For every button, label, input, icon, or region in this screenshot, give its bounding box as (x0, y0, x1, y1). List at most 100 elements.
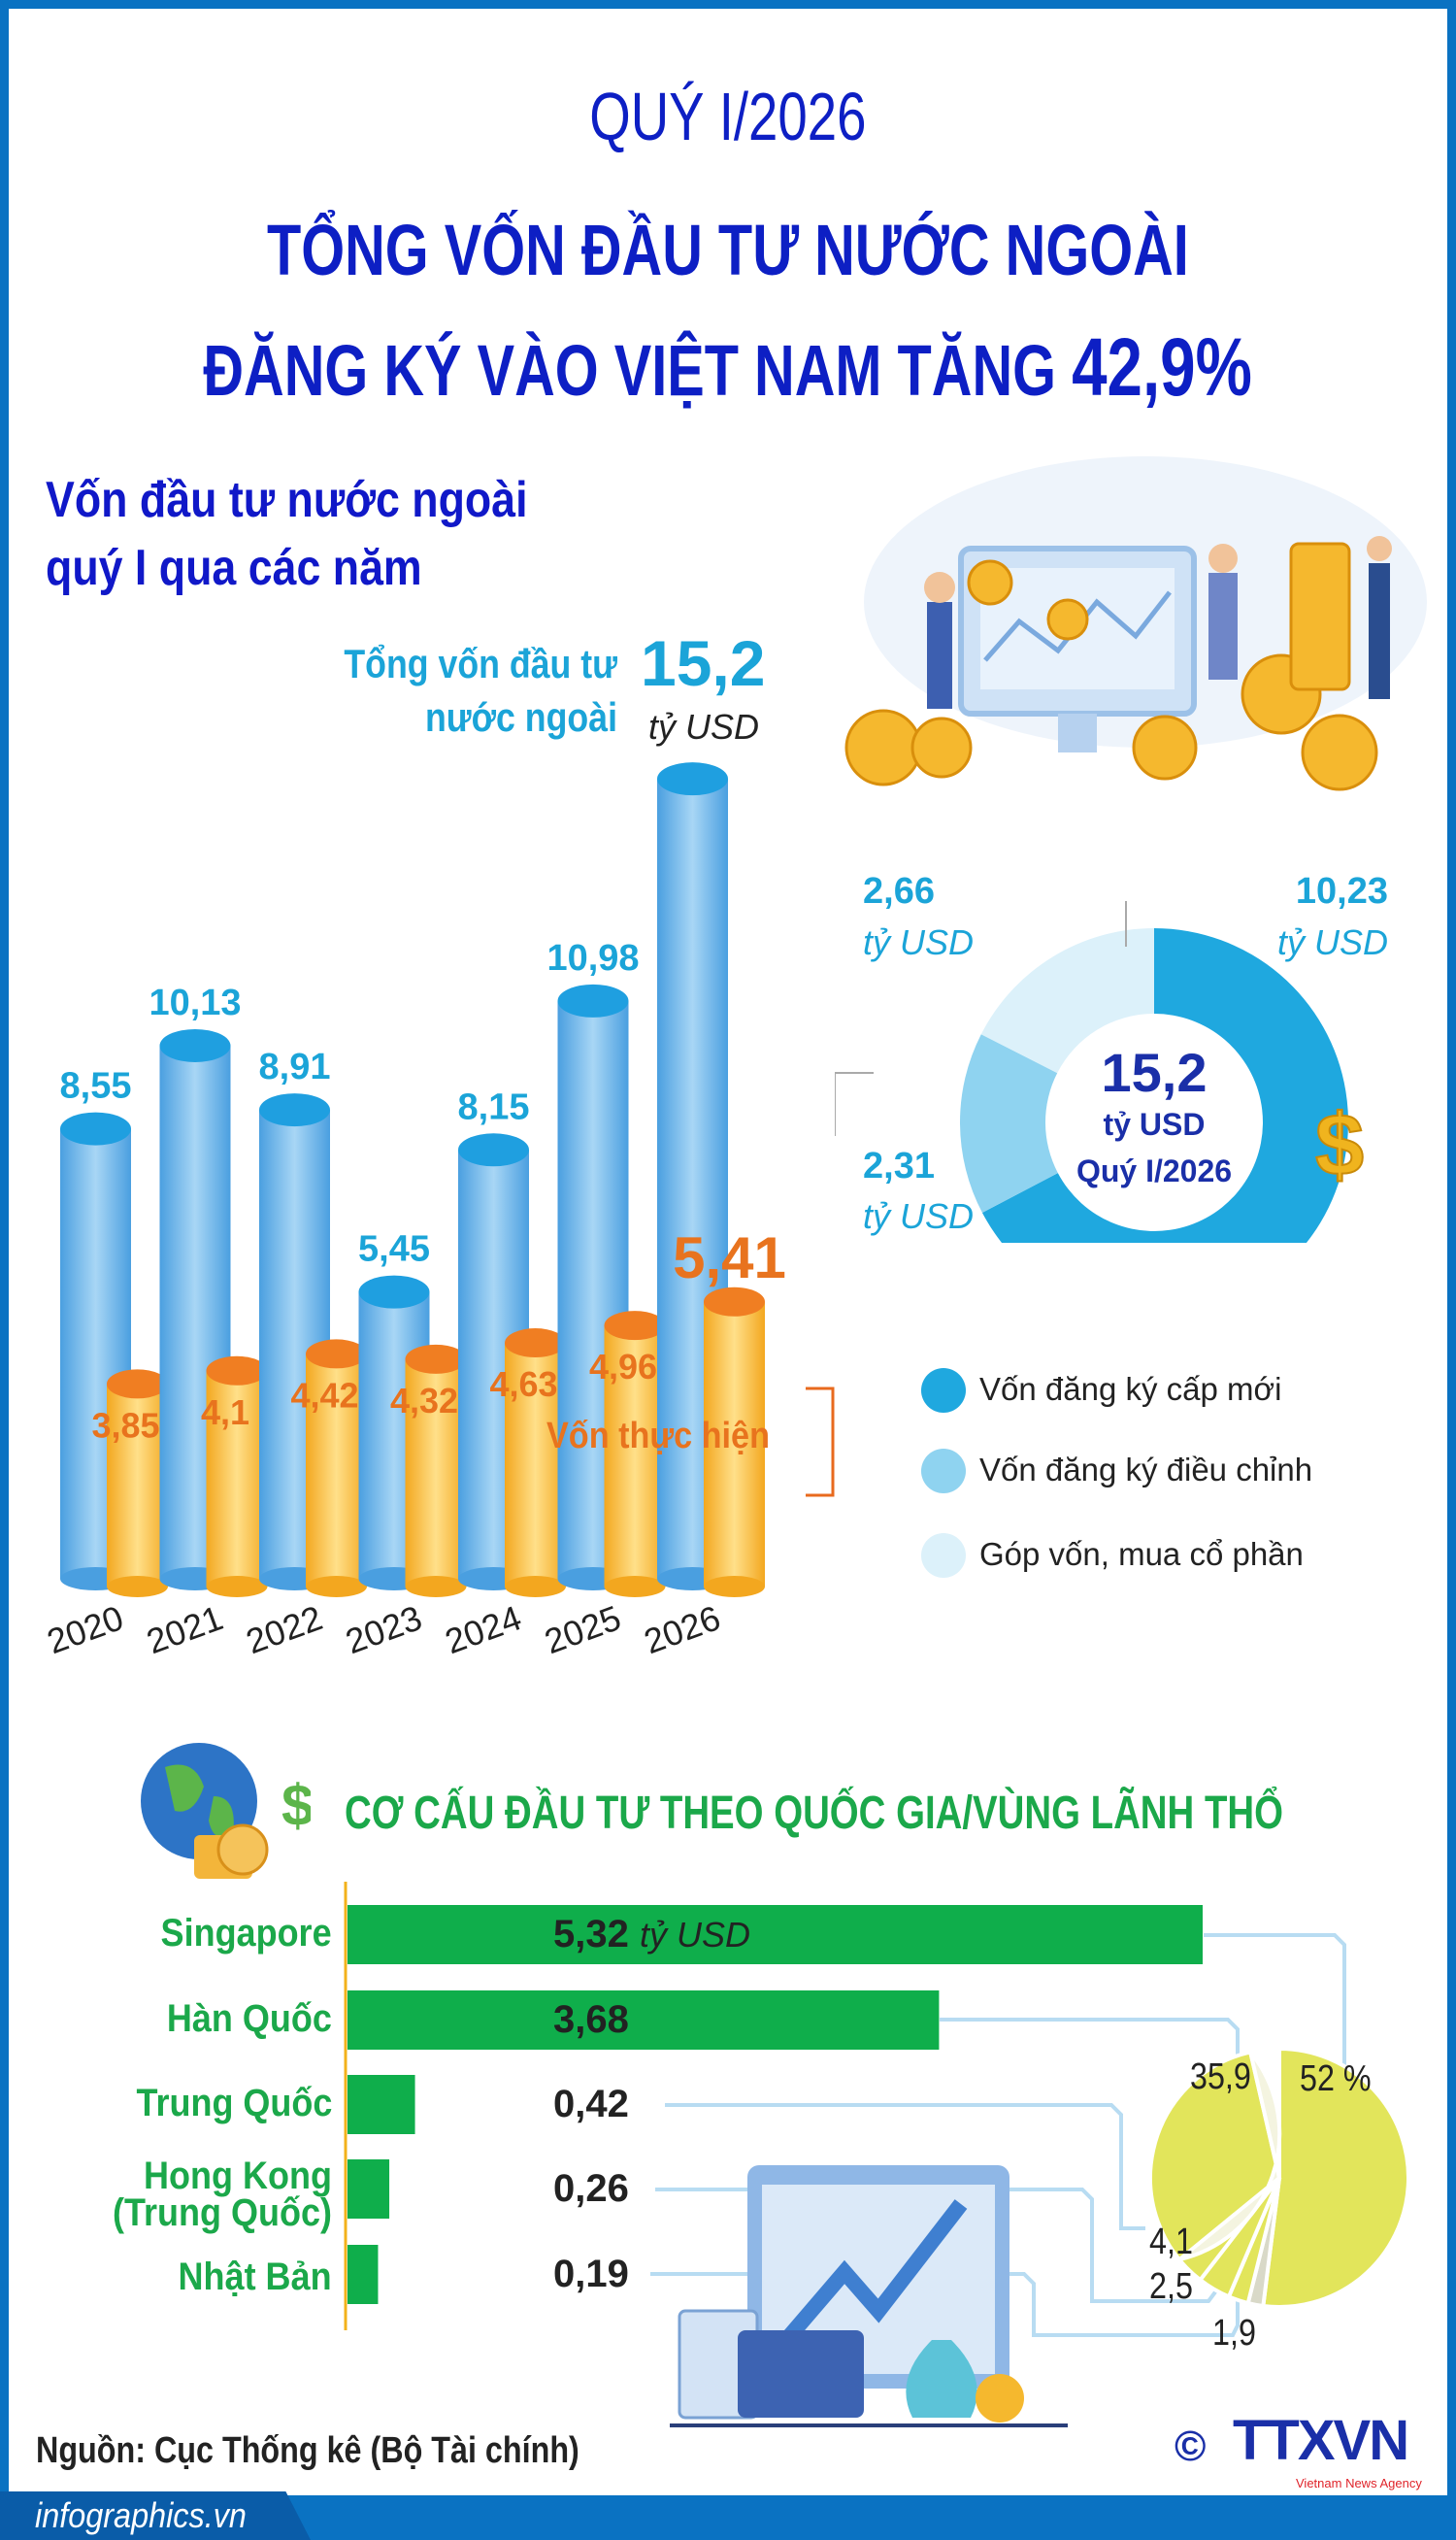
bar-realized-cap (405, 1344, 467, 1374)
country-bar-3 (347, 2159, 390, 2219)
svg-text:$: $ (281, 1773, 311, 1838)
site-tab[interactable]: infographics.vn (0, 2491, 311, 2540)
bar-realized-2023 (405, 1358, 467, 1587)
total-unit: tỷ USD (648, 707, 760, 747)
bar-realized-2022 (306, 1354, 367, 1587)
country-label-hongkong: Hong Kong (Trung Quốc) (113, 2155, 332, 2234)
donut-label-new: 10,23 (1295, 871, 1388, 912)
pie-slice-1 (1148, 2049, 1282, 2283)
bar-realized-base (405, 1576, 467, 1597)
pie-slice-0 (1261, 2046, 1411, 2309)
country-bar-chart (344, 1882, 1411, 2337)
label-realized-2023: 4,32 (390, 1381, 458, 1420)
label-realized-2020: 3,85 (91, 1405, 159, 1445)
bar-total-cap (557, 984, 629, 1018)
label-realized-2022: 4,42 (290, 1375, 358, 1415)
label-total-2024: 8,15 (458, 1086, 530, 1127)
legend-label-adjusted: Vốn đăng ký điều chỉnh (979, 1452, 1313, 1487)
bar-total-cap (657, 762, 728, 796)
total-label-line1: Tổng vốn đầu tư (344, 641, 617, 686)
label-realized-2024: 4,63 (489, 1364, 557, 1404)
value-singapore: 5,32 tỷ USD (553, 1913, 750, 1955)
label-total-2023: 5,45 (358, 1229, 430, 1270)
bar-realized-base (704, 1576, 765, 1597)
donut-chart: $ (835, 901, 1365, 1243)
label-total-2025: 10,98 (546, 938, 639, 979)
value-china: 0,42 (553, 2083, 629, 2125)
label-realized-2025: 4,96 (589, 1347, 657, 1387)
pie-label-japan: 1,9 (1212, 2313, 1256, 2354)
donut-label-capital: 2,66 (863, 871, 935, 912)
donut-unit-new: tỷ USD (1276, 922, 1388, 962)
headline-line2: ĐĂNG KÝ VÀO VIỆT NAM TĂNG 42,9% (203, 321, 1253, 413)
country-label-japan: Nhật Bản (178, 2256, 332, 2298)
pie-label-singapore: 52 % (1300, 2058, 1372, 2099)
realized-label: Vốn thực hiện (546, 1416, 770, 1456)
country-label-singapore: Singapore (160, 1912, 332, 1955)
bar-total-cap (60, 1112, 131, 1146)
ttxvn-logo-sub: Vietnam News Agency (1296, 2476, 1422, 2490)
country-bar-4 (347, 2245, 379, 2304)
label-total-2021: 10,13 (149, 983, 241, 1023)
realized-bracket (806, 1387, 835, 1497)
value-hongkong: 0,26 (553, 2167, 629, 2210)
period-title: QUÝ I/2026 (589, 79, 867, 154)
bar-realized-base (505, 1576, 566, 1597)
donut-slice-1 (960, 1034, 1058, 1214)
bar-realized-cap (206, 1355, 268, 1386)
headline-percent: 42,9% (1072, 321, 1253, 413)
legend-swatch-adjusted (921, 1449, 966, 1493)
country-label-china: Trung Quốc (136, 2082, 332, 2124)
bar-total-cap (358, 1275, 430, 1309)
headline-line1: TỔNG VỐN ĐẦU TƯ NƯỚC NGOÀI (267, 210, 1189, 290)
value-korea: 3,68 (553, 1998, 629, 2041)
pie-label-korea: 35,9 (1190, 2056, 1251, 2097)
bar-realized-cap (306, 1339, 367, 1369)
bar-realized-base (107, 1576, 168, 1597)
donut-label-adjusted: 2,31 (863, 1146, 935, 1186)
site-link[interactable]: infographics.vn (35, 2495, 247, 2535)
country-bar-0 (347, 1905, 1203, 1964)
pie-slice-other (1177, 2051, 1282, 2262)
donut-center-period: Quý I/2026 (1075, 1153, 1233, 1188)
bar-realized-2024 (505, 1343, 566, 1587)
legend-label-new: Vốn đăng ký cấp mới (979, 1371, 1282, 1407)
pie-connectors (650, 1933, 1346, 2337)
value-japan: 0,19 (553, 2253, 629, 2295)
yearly-investment-chart: 8,553,85202010,134,120218,914,4220225,45… (42, 762, 835, 1661)
bar-realized-2026 (704, 1301, 765, 1587)
ttxvn-logo: TTXVN (1233, 2409, 1409, 2472)
bar-realized-base (206, 1576, 268, 1597)
finance-illustration (670, 2165, 1068, 2427)
bar-realized-2025 (604, 1325, 666, 1587)
country-bar-1 (347, 1990, 940, 2050)
donut-slice-2 (980, 928, 1154, 1074)
bar-total-cap (159, 1028, 231, 1062)
bar-total-cap (458, 1133, 529, 1167)
source-note: Nguồn: Cục Thống kê (Bộ Tài chính) (36, 2430, 579, 2471)
bar-realized-base (306, 1576, 367, 1597)
bar-realized-2020 (107, 1384, 168, 1587)
label-total-2022: 8,91 (259, 1047, 331, 1087)
country-label-korea: Hàn Quốc (166, 1997, 332, 2040)
label-realized-2026: 5,41 (673, 1225, 786, 1290)
copyright-icon: © (1175, 2423, 1207, 2470)
bar-realized-cap (505, 1328, 566, 1358)
country-bar-2 (347, 2075, 415, 2134)
label-total-2020: 8,55 (60, 1066, 132, 1107)
bar-realized-cap (704, 1287, 765, 1317)
pie-label-hongkong: 2,5 (1149, 2266, 1193, 2307)
bar-realized-cap (604, 1311, 666, 1341)
bar-total-cap (259, 1093, 330, 1127)
globe-money-icon: $ (141, 1743, 311, 1879)
donut-center-unit: tỷ USD (1103, 1107, 1206, 1142)
bar-realized-base (604, 1576, 666, 1597)
dollar-icon: $ (1315, 1097, 1364, 1194)
bar-realized-cap (107, 1369, 168, 1399)
donut-unit-adjusted: tỷ USD (863, 1196, 975, 1236)
bar-realized-2021 (206, 1370, 268, 1587)
legend-swatch-new (921, 1368, 966, 1413)
investment-illustration (844, 456, 1427, 791)
pie-label-china: 4,1 (1149, 2222, 1193, 2262)
value-unit: tỷ USD (639, 1915, 750, 1955)
